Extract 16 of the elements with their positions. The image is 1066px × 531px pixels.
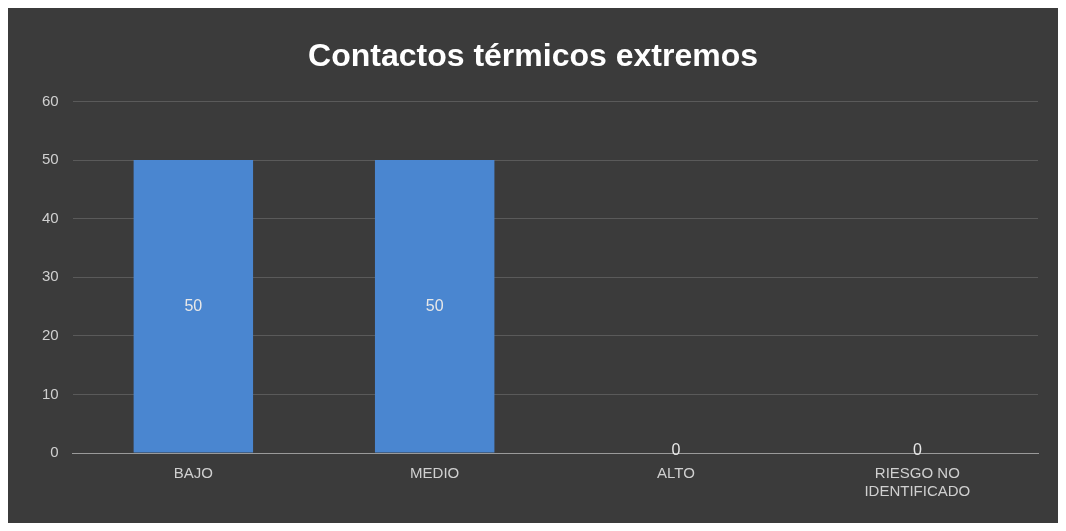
y-tick-label: 20	[42, 325, 59, 343]
y-tick-label: 10	[42, 384, 59, 402]
y-tick-label: 50	[42, 150, 59, 168]
y-tick-label: 30	[42, 267, 59, 285]
data-label: 50	[184, 296, 203, 314]
data-label: 0	[671, 441, 681, 459]
x-tick-label: MEDIO	[410, 464, 460, 482]
y-tick-label: 40	[42, 208, 59, 226]
chart-title: Contactos térmicos extremos	[308, 37, 758, 74]
x-tick-label: RIESGO NO IDENTIFICADO	[864, 464, 971, 500]
y-tick-label: 60	[42, 91, 59, 109]
x-tick-label: BAJO	[173, 464, 213, 482]
data-label: 50	[425, 296, 444, 314]
data-label: 0	[912, 441, 922, 459]
y-tick-label: 0	[50, 443, 59, 461]
x-tick-label: ALTO	[657, 464, 695, 482]
